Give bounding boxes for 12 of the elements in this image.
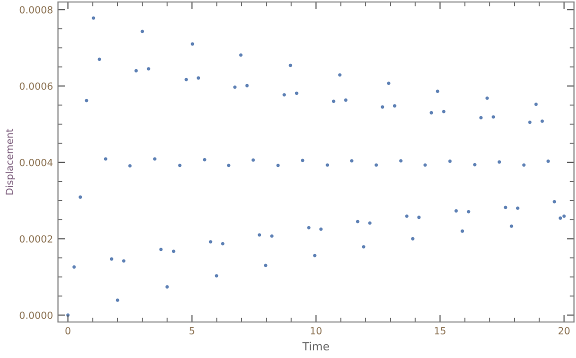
- x-tick-label: 20: [558, 327, 570, 334]
- y-tick-label: 0.0006: [20, 82, 53, 90]
- y-tick-label: 0.0004: [20, 158, 53, 166]
- y-axis-title: Displacement: [6, 128, 15, 194]
- y-tick-label: 0.0008: [20, 6, 52, 14]
- x-tick-label: 10: [310, 327, 322, 334]
- y-tick-label: 0.0002: [20, 235, 52, 243]
- x-tick-label: 15: [434, 327, 446, 334]
- y-tick-label: 0.0000: [20, 312, 52, 319]
- x-tick-label: 5: [190, 327, 194, 334]
- x-axis-title: Time: [302, 342, 329, 350]
- x-tick-label: 0: [65, 327, 70, 334]
